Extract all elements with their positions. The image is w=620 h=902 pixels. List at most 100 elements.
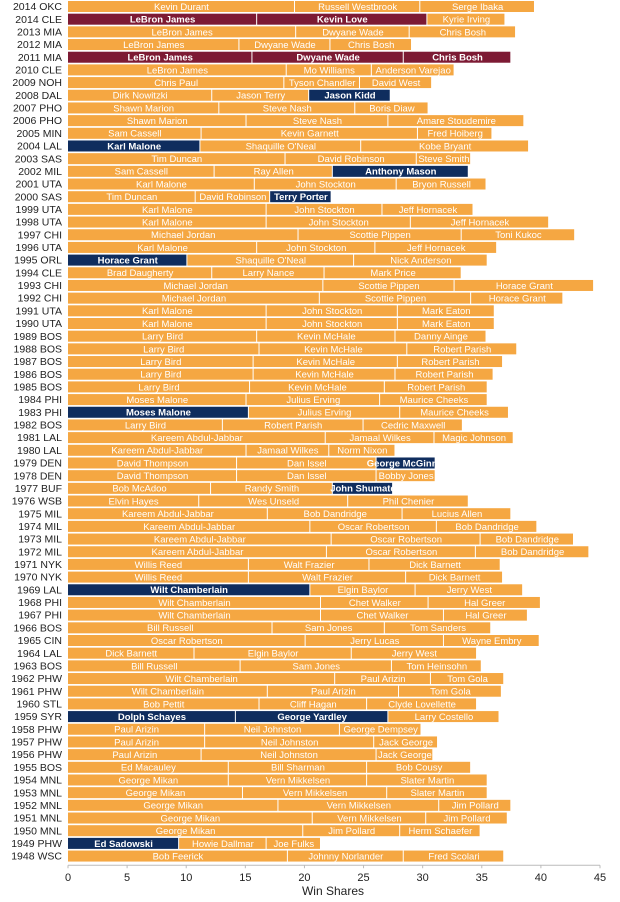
- bar-row: 1951 MNL George Mikan Vern Mikkelsen Jim Po…: [14, 812, 507, 825]
- x-tick-label: 0: [65, 872, 71, 884]
- bar-segment: [200, 140, 361, 152]
- bar-row: 1954 MNL George Mikan Vern Mikkelsen Slater…: [14, 774, 487, 787]
- bar-segment: [376, 470, 435, 482]
- bar-row: 1963 BOS Bill Russell Sam Jones Tom Heinsoh…: [14, 660, 481, 672]
- row-label: 1998 UTA: [16, 217, 63, 229]
- bar-segment: [374, 736, 438, 748]
- bar-segment: [397, 356, 503, 368]
- bar-segment: [296, 26, 409, 38]
- row-label: 1999 UTA: [16, 204, 63, 216]
- segment-label: Anderson Varejao: [376, 65, 451, 76]
- segment-label: Dolph Schayes: [118, 712, 186, 723]
- segment-label: Dwyane Wade: [254, 40, 315, 51]
- row-label: 1984 PHI: [18, 394, 62, 406]
- segment-label: Cliff Hagan: [290, 699, 337, 710]
- bar-segment: [360, 77, 432, 89]
- segment-label: Scottie Pippen: [365, 294, 426, 305]
- bar-row: 1975 MIL Kareem Abdul-Jabbar Bob Dandridge…: [18, 508, 511, 520]
- x-tick-label: 25: [357, 872, 369, 884]
- row-label: 1988 BOS: [14, 343, 62, 355]
- segment-label: Wilt Chamberlain: [158, 611, 230, 622]
- segment-label: Elvin Hayes: [109, 496, 159, 507]
- bar-segment: [380, 394, 487, 406]
- segment-label: Jim Pollard: [328, 826, 375, 837]
- bar-segment: [369, 558, 500, 570]
- segment-label: Elgin Baylor: [248, 649, 299, 660]
- segment-label: Mark Eaton: [422, 319, 471, 330]
- bar-segment: [312, 812, 426, 824]
- bar-segment: [68, 571, 248, 583]
- bar-segment: [68, 165, 214, 177]
- bar-segment: [68, 736, 205, 748]
- bar-segment: [68, 191, 195, 203]
- bar-segment: [187, 254, 354, 266]
- bar-segment: [248, 406, 400, 418]
- segment-label: Kevin Durant: [154, 2, 209, 13]
- row-label: 1981 LAL: [17, 432, 62, 444]
- row-label: 1956 PHW: [11, 749, 62, 761]
- bar-segment: [284, 77, 360, 89]
- bar-segment: [68, 356, 253, 368]
- bar-segment: [439, 799, 511, 811]
- segment-label: Bill Russell: [147, 623, 193, 634]
- bar-segment: [68, 482, 211, 494]
- bar-segment: [68, 622, 272, 634]
- bar-segment: [367, 774, 487, 786]
- bar-row: 1953 MNL George Mikan Vern Mikkelsen Slater…: [14, 787, 487, 799]
- bar-segment: [305, 635, 443, 646]
- segment-label: Bob Pettit: [143, 699, 185, 710]
- segment-label: Jack George: [378, 750, 432, 761]
- bar-segment: [309, 89, 390, 101]
- bar-segment: [430, 673, 504, 685]
- segment-label: Kevin McHale: [288, 382, 347, 393]
- bar-segment: [266, 318, 397, 329]
- segment-label: LeBron James: [127, 53, 192, 64]
- bar-row: 1961 PHW Wilt Chamberlain Paul Arizin Tom G…: [11, 685, 501, 698]
- bar-segment: [68, 673, 335, 685]
- row-label: 2002 MIL: [18, 166, 62, 178]
- bar-segment: [303, 825, 400, 837]
- segment-label: John Stockton: [302, 306, 362, 317]
- segment-label: Moses Malone: [126, 395, 188, 406]
- row-label: 1990 UTA: [16, 318, 63, 330]
- segment-label: Kevin McHale: [295, 370, 354, 381]
- segment-label: Terry Porter: [274, 192, 328, 203]
- segment-label: Larry Bird: [142, 332, 183, 343]
- row-label: 2008 DAL: [15, 90, 62, 102]
- bar-segment: [228, 761, 367, 773]
- segment-label: Vern Mikkelsen: [337, 813, 401, 824]
- segment-label: Chris Bosh: [440, 27, 486, 38]
- x-tick-label: 35: [476, 872, 488, 884]
- row-label: 1949 PHW: [11, 838, 62, 850]
- bar-segment: [68, 115, 246, 127]
- bar-row: 1973 MIL Kareem Abdul-Jabbar Oscar Roberts…: [18, 533, 573, 546]
- bar-segment: [388, 711, 499, 723]
- segment-label: Robert Parish: [407, 382, 465, 393]
- bar-segment: [391, 660, 481, 672]
- row-label: 2014 CLE: [15, 14, 62, 26]
- bar-segment: [68, 508, 267, 520]
- bar-segment: [68, 51, 252, 63]
- bar-row: 1983 PHI Moses Malone Julius Erving Maurice…: [18, 406, 508, 419]
- row-label: 1978 DEN: [14, 470, 62, 482]
- segment-label: Jamaal Wilkes: [257, 446, 318, 457]
- segment-label: Tom Gola: [430, 687, 471, 698]
- x-tick-label: 20: [298, 872, 310, 884]
- segment-label: Julius Erving: [286, 395, 340, 406]
- bar-segment: [68, 533, 331, 545]
- bar-segment: [68, 406, 248, 418]
- bar-segment: [388, 115, 524, 127]
- segment-label: Larry Costello: [415, 712, 474, 723]
- bar-segment: [376, 457, 435, 469]
- segment-label: Clyde Lovellette: [388, 699, 456, 710]
- row-label: 1961 PHW: [11, 686, 62, 698]
- segment-label: Kareem Abdul-Jabbar: [154, 534, 246, 545]
- segment-label: Wilt Chamberlain: [158, 598, 230, 609]
- row-label: 1959 SYR: [14, 711, 62, 723]
- bar-segment: [68, 178, 254, 190]
- segment-label: Kevin Garnett: [281, 129, 339, 140]
- segment-label: Mo Williams: [304, 65, 355, 76]
- bar-segment: [68, 799, 278, 811]
- segment-label: Kobe Bryant: [419, 141, 472, 152]
- segment-label: Jeff Hornacek: [399, 205, 458, 216]
